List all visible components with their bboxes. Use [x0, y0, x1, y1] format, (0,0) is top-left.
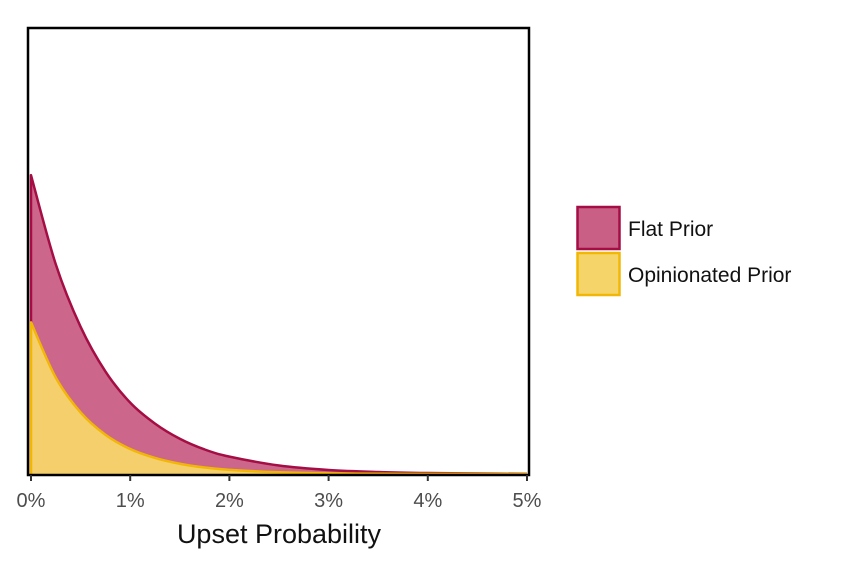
legend: Flat Prior Opinionated Prior: [576, 205, 791, 297]
legend-swatch: [576, 205, 621, 251]
plot-frame: [26, 26, 531, 477]
legend-label: Opinionated Prior: [628, 264, 791, 287]
x-tick-label: 4%: [413, 490, 442, 512]
x-tick-label: 5%: [513, 490, 542, 512]
area-opinionated-prior: [31, 322, 527, 474]
x-tick-label: 0%: [17, 490, 46, 512]
x-tick-label: 2%: [215, 490, 244, 512]
x-tick-label: 3%: [314, 490, 343, 512]
x-axis: 0% 1% 2% 3% 4% 5%: [17, 475, 542, 512]
x-axis-title: Upset Probability: [177, 519, 382, 549]
area-flat-prior: [31, 175, 527, 474]
x-tick-label: 1%: [116, 490, 145, 512]
legend-swatch: [576, 251, 621, 297]
area-layer: [29, 173, 528, 476]
legend-label: Flat Prior: [628, 218, 713, 241]
